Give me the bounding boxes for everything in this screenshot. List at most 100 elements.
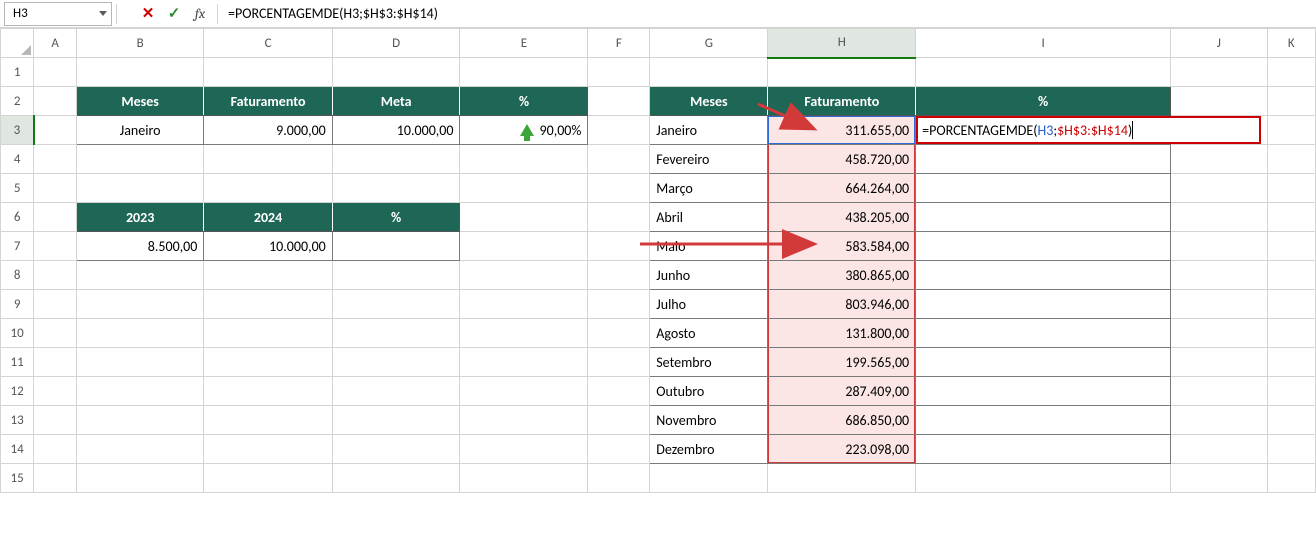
cell-I1[interactable] — [916, 58, 1171, 87]
cell-H9[interactable]: 803.946,00 — [768, 290, 916, 319]
cell-E11[interactable] — [460, 348, 588, 377]
row-header-12[interactable]: 12 — [1, 377, 34, 406]
row-header-5[interactable]: 5 — [1, 174, 34, 203]
chevron-down-icon[interactable] — [99, 11, 107, 16]
cell-C12[interactable] — [204, 377, 332, 406]
cell-H14[interactable]: 223.098,00 — [768, 435, 916, 464]
cell-G4[interactable]: Fevereiro — [650, 145, 768, 174]
cell-G8[interactable]: Junho — [650, 261, 768, 290]
row-header-8[interactable]: 8 — [1, 261, 34, 290]
formula-input[interactable]: =PORCENTAGEMDE(H3;$H$3:$H$14) — [222, 5, 1316, 22]
cell-H15[interactable] — [768, 464, 916, 493]
cell-G6[interactable]: Abril — [650, 203, 768, 232]
cell-H13[interactable]: 686.850,00 — [768, 406, 916, 435]
cell-G10[interactable]: Agosto — [650, 319, 768, 348]
cell-H4[interactable]: 458.720,00 — [768, 145, 916, 174]
cell-J15[interactable] — [1171, 464, 1267, 493]
formula-edit-overlay[interactable]: =PORCENTAGEMDE(H3;$H$3:$H$14) — [916, 116, 1261, 144]
cell-K3[interactable] — [1267, 116, 1316, 145]
cell-H11[interactable]: 199.565,00 — [768, 348, 916, 377]
cell-H8[interactable]: 380.865,00 — [768, 261, 916, 290]
cell-K4[interactable] — [1267, 145, 1316, 174]
cell-K8[interactable] — [1267, 261, 1316, 290]
cell-E8[interactable] — [460, 261, 588, 290]
cell-B7[interactable]: 8.500,00 — [76, 232, 203, 261]
cell-C4[interactable] — [204, 145, 332, 174]
cell-A8[interactable] — [34, 261, 77, 290]
cell-A3[interactable] — [34, 116, 77, 145]
cell-D14[interactable] — [332, 435, 460, 464]
cell-B15[interactable] — [76, 464, 203, 493]
cell-I11[interactable] — [916, 348, 1171, 377]
cell-E10[interactable] — [460, 319, 588, 348]
cell-J12[interactable] — [1171, 377, 1267, 406]
cell-A1[interactable] — [34, 58, 77, 87]
cell-A5[interactable] — [34, 174, 77, 203]
cell-K10[interactable] — [1267, 319, 1316, 348]
column-header-K[interactable]: K — [1267, 29, 1316, 58]
cell-B8[interactable] — [76, 261, 203, 290]
cell-D12[interactable] — [332, 377, 460, 406]
cell-K1[interactable] — [1267, 58, 1316, 87]
cell-G1[interactable] — [650, 58, 768, 87]
cell-C8[interactable] — [204, 261, 332, 290]
cell-F4[interactable] — [588, 145, 650, 174]
cell-K12[interactable] — [1267, 377, 1316, 406]
cell-F6[interactable] — [588, 203, 650, 232]
cell-E7[interactable] — [460, 232, 588, 261]
row-header-15[interactable]: 15 — [1, 464, 34, 493]
cell-D15[interactable] — [332, 464, 460, 493]
row-header-10[interactable]: 10 — [1, 319, 34, 348]
cell-I10[interactable] — [916, 319, 1171, 348]
cell-C5[interactable] — [204, 174, 332, 203]
row-header-13[interactable]: 13 — [1, 406, 34, 435]
cell-C9[interactable] — [204, 290, 332, 319]
cell-A10[interactable] — [34, 319, 77, 348]
cell-K5[interactable] — [1267, 174, 1316, 203]
cell-G13[interactable]: Novembro — [650, 406, 768, 435]
cell-D7[interactable] — [332, 232, 460, 261]
cell-B3[interactable]: Janeiro — [76, 116, 203, 145]
cell-H2[interactable]: Faturamento — [768, 87, 916, 116]
cell-K13[interactable] — [1267, 406, 1316, 435]
cell-F13[interactable] — [588, 406, 650, 435]
cell-D1[interactable] — [332, 58, 460, 87]
column-header-E[interactable]: E — [460, 29, 588, 58]
cell-F8[interactable] — [588, 261, 650, 290]
cell-E4[interactable] — [460, 145, 588, 174]
cell-J6[interactable] — [1171, 203, 1267, 232]
column-header-J[interactable]: J — [1171, 29, 1267, 58]
cell-B9[interactable] — [76, 290, 203, 319]
cell-I3[interactable]: =PORCENTAGEMDE(H3;$H$3:$H$14) — [916, 116, 1171, 145]
cell-I12[interactable] — [916, 377, 1171, 406]
cell-D4[interactable] — [332, 145, 460, 174]
cell-G7[interactable]: Maio — [650, 232, 768, 261]
cell-C15[interactable] — [204, 464, 332, 493]
cell-E14[interactable] — [460, 435, 588, 464]
row-header-6[interactable]: 6 — [1, 203, 34, 232]
cell-E6[interactable] — [460, 203, 588, 232]
cell-D11[interactable] — [332, 348, 460, 377]
cell-F12[interactable] — [588, 377, 650, 406]
cell-D3[interactable]: 10.000,00 — [332, 116, 460, 145]
cell-B4[interactable] — [76, 145, 203, 174]
cell-B5[interactable] — [76, 174, 203, 203]
cell-I13[interactable] — [916, 406, 1171, 435]
cell-C13[interactable] — [204, 406, 332, 435]
cell-A12[interactable] — [34, 377, 77, 406]
cell-B10[interactable] — [76, 319, 203, 348]
cell-J10[interactable] — [1171, 319, 1267, 348]
cell-F14[interactable] — [588, 435, 650, 464]
cell-J5[interactable] — [1171, 174, 1267, 203]
row-header-7[interactable]: 7 — [1, 232, 34, 261]
cell-J2[interactable] — [1171, 87, 1267, 116]
cell-F3[interactable] — [588, 116, 650, 145]
cell-I5[interactable] — [916, 174, 1171, 203]
cell-D8[interactable] — [332, 261, 460, 290]
cell-A13[interactable] — [34, 406, 77, 435]
cell-G5[interactable]: Março — [650, 174, 768, 203]
cell-G3[interactable]: Janeiro — [650, 116, 768, 145]
row-header-4[interactable]: 4 — [1, 145, 34, 174]
cell-F1[interactable] — [588, 58, 650, 87]
cell-C11[interactable] — [204, 348, 332, 377]
